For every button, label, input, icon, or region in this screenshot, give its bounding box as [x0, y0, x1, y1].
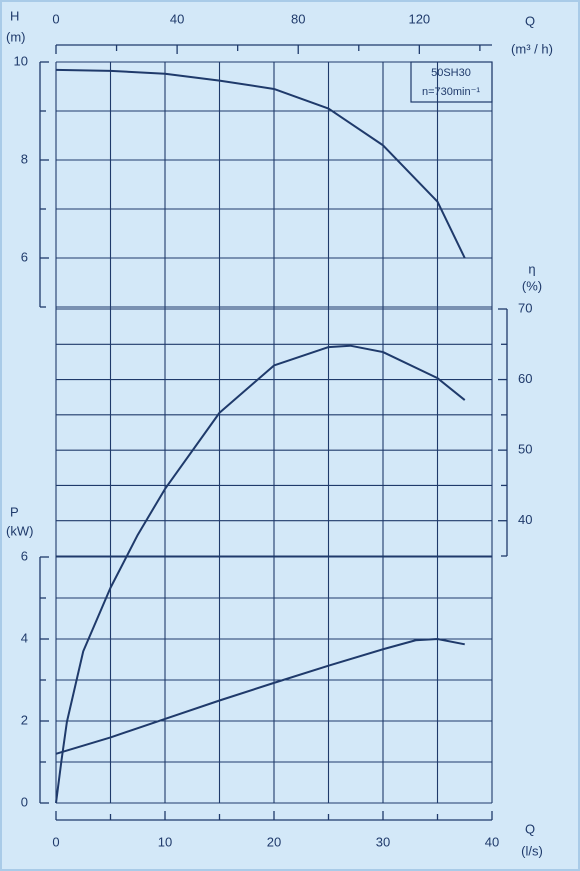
y2-tick-label: 70	[518, 300, 532, 315]
y3-axis-label: P	[10, 504, 19, 519]
y3-tick-label: 4	[21, 630, 28, 645]
x2-axis-unit: (m³ / h)	[511, 41, 553, 56]
x-tick-label: 20	[267, 834, 281, 849]
annotation: 50SH30	[431, 67, 471, 79]
curve	[55, 638, 465, 755]
x-tick-label: 10	[158, 834, 172, 849]
annotation-box	[410, 61, 493, 103]
y2-axis-unit: (%)	[522, 278, 542, 293]
x2-tick-label: 80	[291, 11, 305, 26]
y-tick-label: 6	[21, 249, 28, 264]
y3-tick-label: 0	[21, 794, 28, 809]
y3-axis-unit: (kW)	[6, 523, 33, 538]
annotation: n=730min⁻¹	[422, 86, 480, 98]
y2-tick-label: 40	[518, 512, 532, 527]
x-tick-label: 30	[376, 834, 390, 849]
y2-tick-label: 60	[518, 371, 532, 386]
curve	[55, 68, 466, 259]
x-tick-label: 0	[52, 834, 59, 849]
x2-tick-label: 120	[408, 11, 430, 26]
y3-tick-label: 6	[21, 548, 28, 563]
y2-axis-label: η	[528, 261, 535, 276]
y-tick-label: 10	[14, 53, 28, 68]
y-axis-unit: (m)	[6, 29, 26, 44]
x2-tick-label: 0	[52, 11, 59, 26]
x-axis-label: Q	[525, 821, 535, 836]
curve	[55, 344, 466, 804]
x2-tick-label: 40	[170, 11, 184, 26]
y-tick-label: 8	[21, 151, 28, 166]
y3-tick-label: 2	[21, 712, 28, 727]
x-tick-label: 40	[485, 834, 499, 849]
y-axis-label: H	[10, 8, 19, 23]
x2-axis-label: Q	[525, 13, 535, 28]
x-axis-unit: (l/s)	[521, 843, 543, 858]
y2-tick-label: 50	[518, 442, 532, 457]
